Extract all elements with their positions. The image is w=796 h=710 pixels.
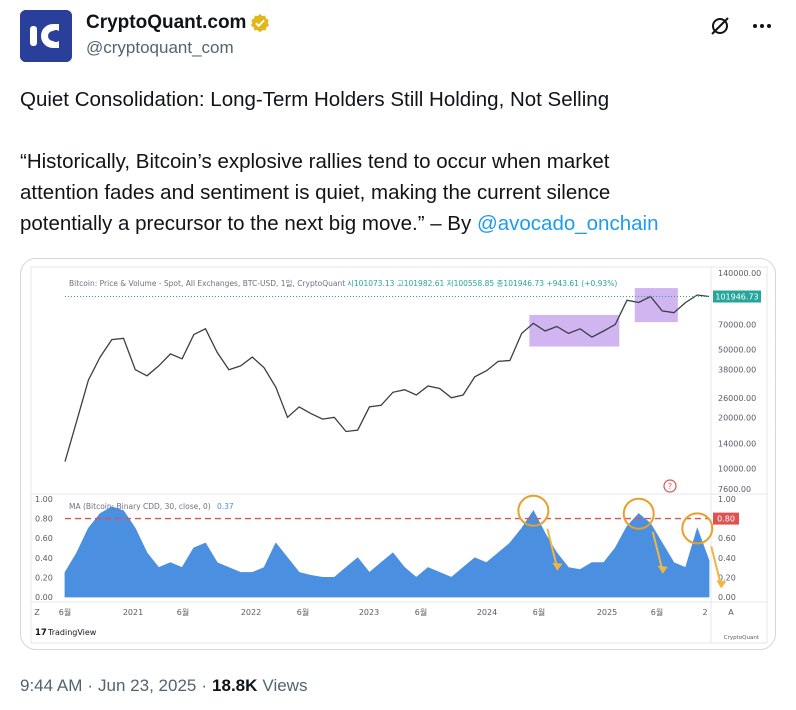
last-price-tag	[713, 290, 761, 303]
threshold-tag-label: 0.80	[717, 515, 735, 524]
time-axis-label: 6월	[415, 607, 427, 617]
tweet-header: CryptoQuant.com @cryptoquant_com	[20, 10, 776, 62]
decline-arrow-head	[657, 565, 668, 574]
cdd-tick-label-right: 1.00	[718, 495, 736, 504]
verified-badge-icon	[251, 13, 270, 33]
tweet-text: Quiet Consolidation: Long-Term Holders S…	[20, 84, 776, 239]
handle[interactable]: @cryptoquant_com	[86, 38, 234, 57]
consolidation-highlight	[634, 288, 678, 323]
time-axis-label: A	[728, 608, 734, 617]
display-name[interactable]: CryptoQuant.com	[86, 12, 247, 33]
binary-cdd-area	[64, 506, 710, 598]
cdd-tick-label-left: 1.00	[35, 495, 53, 504]
cdd-tick-label-left: 0.80	[35, 515, 53, 524]
price-tick-label: 20000.00	[718, 413, 756, 422]
views-count: 18.8K	[212, 676, 258, 695]
peak-highlight-circle	[681, 512, 714, 545]
time-axis-label: 2023	[359, 608, 379, 617]
decline-arrow	[546, 528, 559, 570]
price-tick-label: 50000.00	[718, 345, 756, 354]
cryptoquant-watermark: CryptoQuant	[724, 635, 760, 641]
tweet-line: potentially a precursor to the next big …	[20, 208, 776, 239]
chart-image[interactable]: 140000.00 101946.73 70000.00 50000.00 38000.…	[20, 258, 776, 650]
peak-highlight-circle	[622, 497, 655, 530]
price-series-line	[64, 294, 710, 462]
time-axis-label: 6월	[59, 607, 71, 617]
time-axis-label: 6월	[297, 607, 309, 617]
cdd-tick-label-right: 0.00	[718, 593, 736, 602]
cdd-current-value: 0.37	[217, 502, 234, 511]
avatar[interactable]	[20, 10, 72, 62]
decline-arrow	[651, 531, 664, 572]
time-axis-label: 2024	[477, 608, 497, 617]
price-tick-label: 14000.00	[718, 440, 756, 449]
price-ohlc-readout: 시101073.13 고101982.61 저100558.85 종101946…	[347, 279, 617, 288]
tweet-meta: 9:44 AM · Jun 23, 2025 · 18.8K Views	[20, 676, 307, 696]
decline-arrow-head	[552, 562, 563, 571]
time-axis-label: 2021	[123, 608, 143, 617]
tweet-line: attention fades and sentiment is quiet, …	[20, 181, 611, 204]
tweet-time[interactable]: 9:44 AM	[20, 676, 83, 695]
tradingview-label: TradingView	[47, 628, 97, 637]
decline-arrow	[710, 546, 723, 587]
price-tick-label: 70000.00	[718, 320, 756, 329]
price-tick-label: 101946.73	[715, 293, 758, 302]
tradingview-logo-icon: 17	[35, 628, 47, 638]
cryptoquant-logo-icon	[20, 10, 72, 62]
time-axis-label: 2025	[597, 608, 617, 617]
cdd-chart-title: MA (Bitcoin: Binary CDD, 30, close, 0)	[69, 502, 211, 511]
more-icon[interactable]	[748, 12, 776, 40]
price-chart-title: Bitcoin: Price & Volume - Spot, All Exch…	[69, 279, 345, 288]
price-tick-label: 10000.00	[718, 465, 756, 474]
cdd-tick-label-right: 0.60	[718, 534, 736, 543]
cdd-tick-label-left: 0.20	[35, 573, 53, 582]
tweet-date[interactable]: Jun 23, 2025	[98, 676, 197, 695]
header-actions	[706, 12, 776, 40]
tweet-line-text: potentially a precursor to the next big …	[20, 212, 477, 235]
time-axis-label: 6월	[177, 607, 189, 617]
help-badge-label: ?	[668, 482, 672, 491]
time-axis-label: 6월	[533, 607, 545, 617]
cdd-tick-label-right: 0.40	[718, 554, 736, 563]
meta-separator: ·	[201, 676, 208, 695]
help-badge-icon	[663, 479, 677, 493]
peak-highlight-circle	[517, 494, 550, 527]
name-row: CryptoQuant.com	[86, 12, 270, 34]
price-tick-label: 26000.00	[718, 394, 756, 403]
decline-arrow-head	[716, 580, 727, 589]
cdd-tick-label-left: 0.00	[35, 593, 53, 602]
meta-separator: ·	[87, 676, 94, 695]
cdd-tick-label-right: 0.20	[718, 573, 736, 582]
tweet-line-title: Quiet Consolidation: Long-Term Holders S…	[20, 88, 610, 111]
time-axis-label: 2	[702, 608, 707, 617]
price-tick-label: 140000.00	[718, 269, 761, 278]
cdd-tick-label-left: 0.60	[35, 534, 53, 543]
time-axis-label: Z	[34, 608, 40, 617]
tweet-line: “Historically, Bitcoin’s explosive ralli…	[20, 150, 610, 173]
time-axis-label: 6월	[651, 607, 663, 617]
price-tick-label: 7600.00	[718, 485, 751, 494]
chart-svg: 140000.00 101946.73 70000.00 50000.00 38000.…	[30, 266, 768, 644]
views-label: Views	[262, 676, 308, 695]
price-tick-label: 38000.00	[718, 366, 756, 375]
cdd-tick-label-left: 0.40	[35, 554, 53, 563]
time-axis-label: 2022	[241, 608, 261, 617]
grok-icon[interactable]	[706, 12, 734, 40]
threshold-tag	[713, 512, 739, 525]
mention-link[interactable]: @avocado_onchain	[476, 212, 659, 235]
